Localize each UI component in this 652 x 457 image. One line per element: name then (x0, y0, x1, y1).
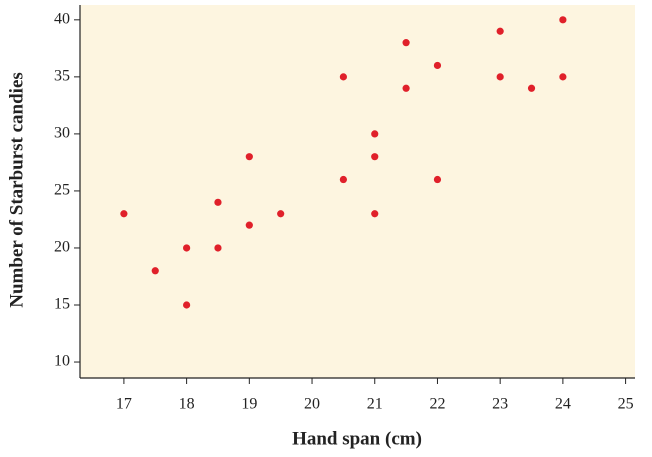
point (433, 61, 442, 70)
point (371, 210, 379, 218)
point (559, 73, 567, 81)
x-tick-label: 25 (618, 396, 634, 413)
y-tick-label: 25 (54, 182, 70, 199)
x-tick-label: 19 (241, 396, 257, 413)
point (214, 244, 222, 252)
point (402, 39, 410, 47)
y-tick-label: 40 (54, 11, 70, 28)
point (151, 267, 159, 275)
point (402, 84, 410, 92)
point (183, 244, 191, 252)
y-tick-label: 35 (54, 68, 70, 85)
x-tick-label: 21 (367, 396, 383, 413)
point (245, 221, 253, 229)
y-tick-label: 30 (54, 125, 70, 142)
y-axis-title: Number of Starburst candies (6, 72, 27, 308)
point (339, 175, 347, 184)
point (496, 27, 504, 35)
point (433, 175, 442, 184)
x-axis-title: Hand span (cm) (292, 428, 422, 449)
point (183, 301, 191, 309)
point (214, 198, 222, 206)
point (559, 16, 567, 24)
y-tick-label: 15 (54, 296, 70, 313)
point (339, 73, 347, 81)
point (371, 153, 379, 161)
x-tick-label: 18 (179, 396, 195, 413)
y-tick-label: 20 (54, 239, 70, 256)
point (245, 153, 253, 161)
x-tick-label: 20 (304, 396, 320, 413)
point (496, 73, 504, 81)
point (277, 210, 285, 218)
point (371, 130, 379, 138)
x-tick-label: 17 (116, 396, 132, 413)
x-tick-label: 24 (555, 396, 571, 413)
x-tick-label: 23 (492, 396, 508, 413)
point (527, 84, 536, 92)
point (120, 210, 128, 218)
y-tick-label: 10 (54, 353, 70, 370)
x-tick-label: 22 (429, 396, 445, 413)
plot-area (80, 5, 635, 378)
